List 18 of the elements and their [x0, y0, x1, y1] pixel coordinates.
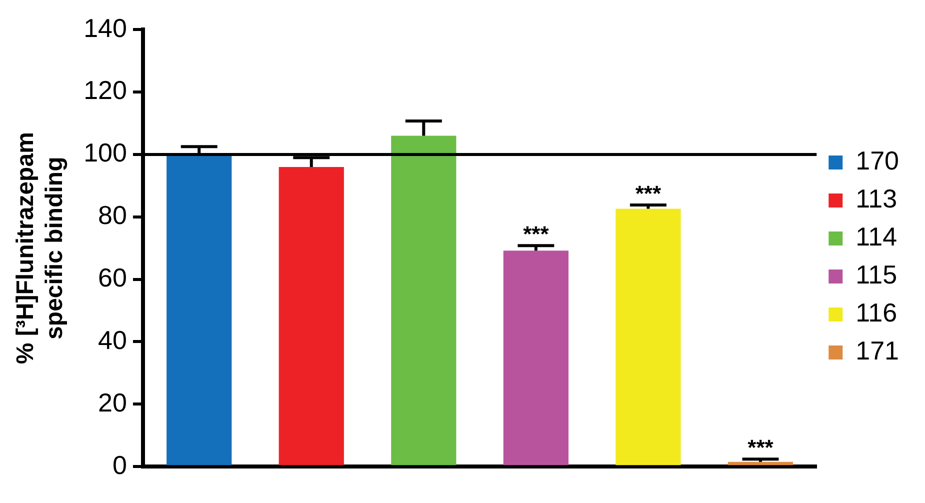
y-tick-label: 120 [84, 75, 127, 106]
y-tick-label: 0 [112, 450, 127, 480]
legend-label: 116 [856, 298, 898, 328]
y-tick-label: 40 [98, 324, 127, 355]
data-label: *** [635, 181, 662, 206]
y-tick-label: 100 [84, 138, 127, 168]
legend-label: 115 [856, 260, 898, 290]
y-tick-label: 80 [98, 200, 127, 230]
y-tick-label: 140 [84, 12, 127, 43]
y-tick-label: 20 [98, 387, 127, 418]
y-axis-title: % [³H]Flunitrazepam specific binding [12, 132, 68, 364]
data-label: *** [523, 222, 550, 247]
legend-label: 114 [856, 222, 898, 252]
y-tick-label: 60 [98, 262, 127, 292]
legend-label: 171 [856, 336, 900, 366]
data-label: *** [748, 435, 774, 460]
legend-label: 113 [856, 184, 898, 214]
legend-label: 170 [856, 146, 900, 176]
